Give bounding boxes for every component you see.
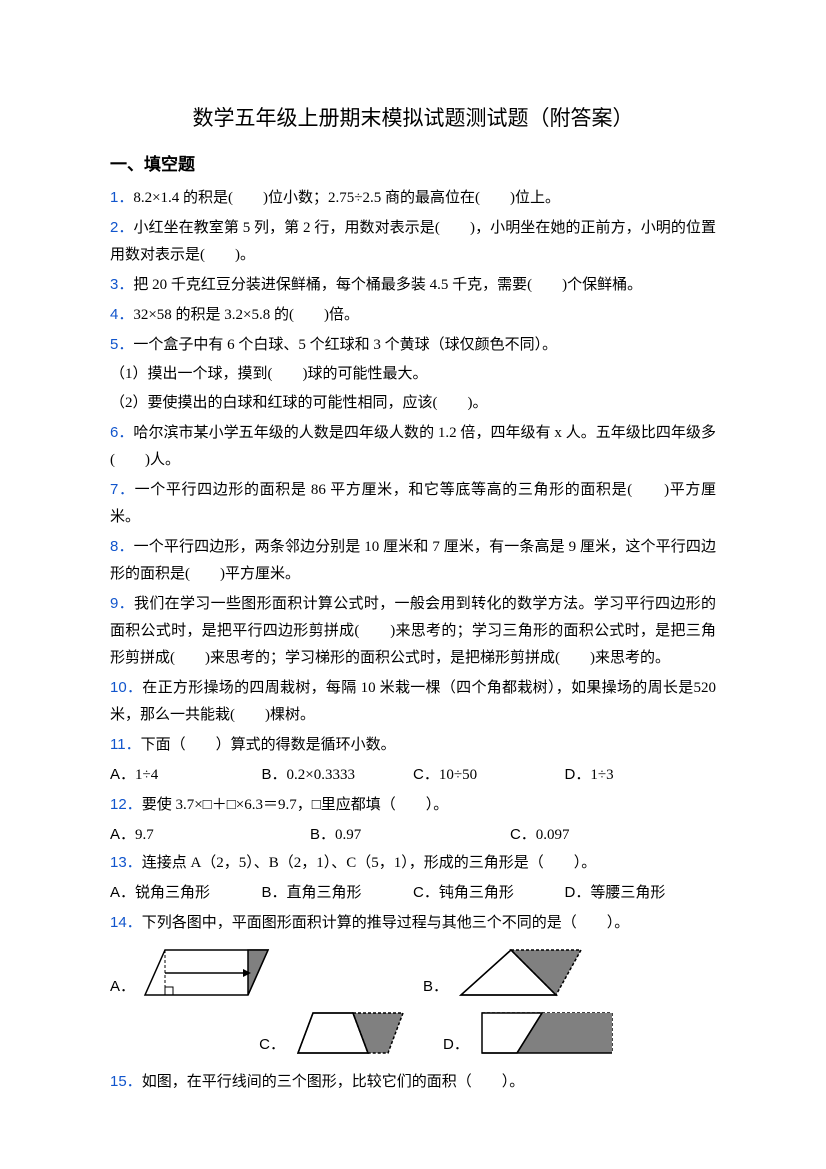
q1-text: 8.2×1.4 的积是( )位小数；2.75÷2.5 商的最高位在( )位上。 (133, 190, 560, 206)
label-d: D． (565, 766, 591, 783)
q12-options: A．9.7 B．0.97 C．0.097 (110, 821, 716, 849)
qnum-12: 12． (110, 796, 142, 813)
fig-a-label: A． (110, 973, 135, 1000)
rectangle-triangle-icon (477, 1008, 617, 1058)
q13-c-text: 钝角三角形 (439, 885, 514, 901)
q11-opt-d: D．1÷3 (565, 761, 717, 789)
q13-options: A．锐角三角形 B．直角三角形 C．钝角三角形 D．等腰三角形 (110, 879, 716, 907)
q11-d-text: 1÷3 (590, 767, 613, 783)
question-2: 2．小红坐在教室第 5 列，第 2 行，用数对表示是( )，小明坐在她的正前方，… (110, 214, 716, 269)
q12-a-text: 9.7 (135, 827, 154, 843)
label-a: A． (110, 884, 135, 901)
q11-c-text: 10÷50 (439, 767, 477, 783)
label-b: B． (262, 884, 287, 901)
label-a: A． (110, 766, 135, 783)
q14-text: 下列各图中，平面图形面积计算的推导过程与其他三个不同的是（ ）。 (142, 915, 630, 931)
q11-opt-b: B．0.2×0.3333 (262, 761, 414, 789)
question-15: 15．如图，在平行线间的三个图形，比较它们的面积（ ）。 (110, 1068, 716, 1096)
question-9: 9．我们在学习一些图形面积计算公式时，一般会用到转化的数学方法。学习平行四边形的… (110, 590, 716, 672)
qnum-2: 2． (110, 219, 133, 236)
qnum-3: 3． (110, 276, 133, 293)
fig-a-block: A． (110, 945, 273, 1000)
fig-d-block: D． (443, 1008, 617, 1058)
question-13: 13．连接点 A（2，5）、B（2，1）、C（5，1），形成的三角形是（ ）。 (110, 849, 716, 877)
qnum-9: 9． (110, 595, 134, 612)
question-7: 7．一个平行四边形的面积是 86 平方厘米，和它等底等高的三角形的面积是( )平… (110, 476, 716, 531)
label-c: C． (413, 884, 439, 901)
label-c: C． (413, 766, 439, 783)
qnum-8: 8． (110, 538, 134, 555)
q7-text: 一个平行四边形的面积是 86 平方厘米，和它等底等高的三角形的面积是( )平方厘… (110, 482, 716, 525)
question-11: 11．下面（ ）算式的得数是循环小数。 (110, 731, 716, 759)
q12-c-text: 0.097 (536, 827, 570, 843)
q12-b-text: 0.97 (335, 827, 361, 843)
q13-a-text: 锐角三角形 (135, 885, 210, 901)
label-b: B． (262, 766, 287, 783)
q6-text: 哈尔滨市某小学五年级的人数是四年级人数的 1.2 倍，四年级有 x 人。五年级比… (110, 425, 716, 468)
fig-d-label: D． (443, 1031, 469, 1058)
qnum-6: 6． (110, 424, 133, 441)
question-14: 14．下列各图中，平面图形面积计算的推导过程与其他三个不同的是（ ）。 (110, 909, 716, 937)
q13-d-text: 等腰三角形 (590, 885, 665, 901)
qnum-15: 15． (110, 1073, 142, 1090)
question-12: 12．要使 3.7×□＋□×6.3＝9.7，□里应都填（ ）。 (110, 791, 716, 819)
q12-text: 要使 3.7×□＋□×6.3＝9.7，□里应都填（ ）。 (142, 797, 449, 813)
page-title: 数学五年级上册期末模拟试题测试题（附答案） (110, 100, 716, 138)
q12-opt-c: C．0.097 (510, 821, 710, 849)
parallelogram-icon (143, 945, 273, 1000)
q13-opt-c: C．钝角三角形 (413, 879, 565, 907)
q10-text: 在正方形操场的四周栽树，每隔 10 米栽一棵（四个角都栽树），如果操场的周长是5… (110, 680, 716, 723)
fig-c-label: C． (259, 1031, 285, 1058)
q14-figures-row1: A． B． (110, 945, 716, 1000)
q3-text: 把 20 千克红豆分装进保鲜桶，每个桶最多装 4.5 千克，需要( )个保鲜桶。 (133, 277, 642, 293)
question-5: 5．一个盒子中有 6 个白球、5 个红球和 3 个黄球（球仅颜色不同）。 (110, 331, 716, 359)
trapezoid-pair-icon (293, 1008, 413, 1058)
q11-opt-c: C．10÷50 (413, 761, 565, 789)
q9-text: 我们在学习一些图形面积计算公式时，一般会用到转化的数学方法。学习平行四边形的面积… (110, 596, 716, 666)
q13-text: 连接点 A（2，5）、B（2，1）、C（5，1），形成的三角形是（ ）。 (142, 855, 597, 871)
q11-options: A．1÷4 B．0.2×0.3333 C．10÷50 D．1÷3 (110, 761, 716, 789)
qnum-4: 4． (110, 306, 133, 323)
question-5-sub2: （2）要使摸出的白球和红球的可能性相同，应该( )。 (110, 390, 716, 417)
label-d: D． (565, 884, 591, 901)
q13-opt-a: A．锐角三角形 (110, 879, 262, 907)
qnum-11: 11． (110, 736, 141, 753)
section-heading: 一、填空题 (110, 150, 716, 181)
question-5-sub1: （1）摸出一个球，摸到( )球的可能性最大。 (110, 361, 716, 388)
q13-opt-b: B．直角三角形 (262, 879, 414, 907)
q11-opt-a: A．1÷4 (110, 761, 262, 789)
q5-text: 一个盒子中有 6 个白球、5 个红球和 3 个黄球（球仅颜色不同）。 (133, 337, 557, 353)
label-b: B． (310, 826, 335, 843)
fig-c-block: C． (259, 1008, 413, 1058)
triangle-pair-icon (456, 945, 586, 1000)
q2-text: 小红坐在教室第 5 列，第 2 行，用数对表示是( )，小明坐在她的正前方，小明… (110, 220, 716, 263)
q15-text: 如图，在平行线间的三个图形，比较它们的面积（ ）。 (142, 1074, 525, 1090)
q8-text: 一个平行四边形，两条邻边分别是 10 厘米和 7 厘米，有一条高是 9 厘米，这… (110, 539, 716, 582)
q14-figures-row2: C． D． (110, 1008, 716, 1058)
qnum-7: 7． (110, 481, 135, 498)
q11-text: 下面（ ）算式的得数是循环小数。 (141, 737, 396, 753)
question-4: 4．32×58 的积是 3.2×5.8 的( )倍。 (110, 301, 716, 329)
question-8: 8．一个平行四边形，两条邻边分别是 10 厘米和 7 厘米，有一条高是 9 厘米… (110, 533, 716, 588)
question-10: 10．在正方形操场的四周栽树，每隔 10 米栽一棵（四个角都栽树），如果操场的周… (110, 674, 716, 729)
qnum-1: 1． (110, 189, 133, 206)
label-c: C． (510, 826, 536, 843)
question-3: 3．把 20 千克红豆分装进保鲜桶，每个桶最多装 4.5 千克，需要( )个保鲜… (110, 271, 716, 299)
q4-text: 32×58 的积是 3.2×5.8 的( )倍。 (133, 307, 359, 323)
q12-opt-b: B．0.97 (310, 821, 510, 849)
fig-b-block: B． (423, 945, 586, 1000)
qnum-10: 10． (110, 679, 142, 696)
q11-a-text: 1÷4 (135, 767, 158, 783)
q13-b-text: 直角三角形 (287, 885, 362, 901)
qnum-5: 5． (110, 336, 133, 353)
question-6: 6．哈尔滨市某小学五年级的人数是四年级人数的 1.2 倍，四年级有 x 人。五年… (110, 419, 716, 474)
question-1: 1．8.2×1.4 的积是( )位小数；2.75÷2.5 商的最高位在( )位上… (110, 184, 716, 212)
q12-opt-a: A．9.7 (110, 821, 310, 849)
label-a: A． (110, 826, 135, 843)
qnum-14: 14． (110, 914, 142, 931)
qnum-13: 13． (110, 854, 142, 871)
q11-b-text: 0.2×0.3333 (287, 767, 355, 783)
q13-opt-d: D．等腰三角形 (565, 879, 717, 907)
fig-b-label: B． (423, 973, 448, 1000)
